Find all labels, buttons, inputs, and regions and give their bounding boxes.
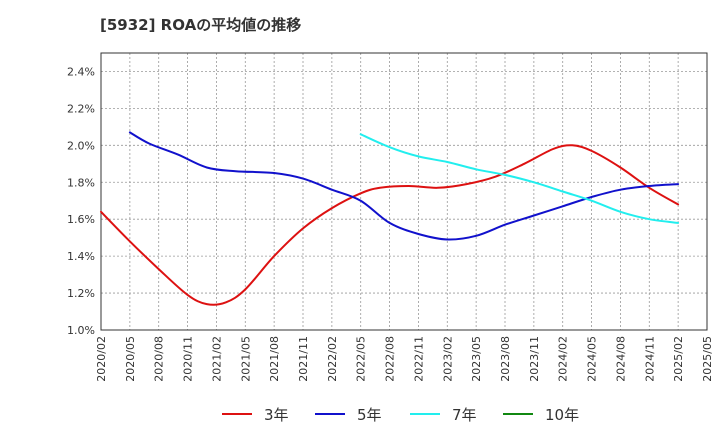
legend-label-1: 5年: [357, 406, 382, 424]
y-tick-label: 2.4%: [67, 65, 95, 78]
x-tick-label: 2024/11: [643, 336, 656, 382]
y-tick-label: 1.2%: [67, 287, 95, 300]
series-line-1: [128, 131, 680, 241]
series-line-0: [100, 144, 680, 306]
x-tick-label: 2020/11: [182, 336, 195, 382]
plot-area-border: [100, 52, 708, 331]
x-tick-label: 2022/02: [326, 336, 339, 382]
legend-label-3: 10年: [545, 406, 579, 424]
legend-label-2: 7年: [452, 406, 477, 424]
x-tick-label: 2020/08: [153, 336, 166, 382]
legend-label-0: 3年: [264, 406, 289, 424]
x-tick-label: 2021/11: [297, 336, 310, 382]
x-tick-label: 2023/08: [499, 336, 512, 382]
x-tick-label: 2023/02: [441, 336, 454, 382]
y-tick-label: 1.8%: [67, 176, 95, 189]
legend: 3年 5年 7年 10年: [222, 406, 579, 424]
y-tick-label: 1.4%: [67, 250, 95, 263]
x-tick-label: 2021/02: [210, 336, 223, 382]
x-tick-label: 2022/11: [412, 336, 425, 382]
series-layer: [100, 131, 680, 306]
x-tick-label: 2020/05: [124, 336, 137, 382]
x-tick-label: 2022/08: [384, 336, 397, 382]
y-tick-label: 2.2%: [67, 102, 95, 115]
x-tick-label: 2023/11: [528, 336, 541, 382]
x-tick-label: 2020/02: [95, 336, 108, 382]
y-tick-label: 2.0%: [67, 139, 95, 152]
x-tick-label: 2023/05: [470, 336, 483, 382]
x-tick-label: 2024/02: [557, 336, 570, 382]
y-axis-ticks: 1.0% 1.2% 1.4% 1.6% 1.8% 2.0% 2.2% 2.4%: [67, 65, 95, 337]
x-tick-label: 2022/05: [355, 336, 368, 382]
x-tick-label: 2024/05: [586, 336, 599, 382]
x-tick-label: 2025/05: [701, 336, 714, 382]
y-tick-label: 1.0%: [67, 324, 95, 337]
chart-title: [5932] ROAの平均値の推移: [100, 16, 302, 34]
x-axis-ticks: 2020/02 2020/05 2020/08 2020/11 2021/02 2021/…: [95, 336, 714, 382]
y-tick-label: 1.6%: [67, 213, 95, 226]
series-line-2: [359, 133, 680, 224]
x-tick-label: 2025/02: [672, 336, 685, 382]
x-tick-label: 2021/05: [239, 336, 252, 382]
x-tick-label: 2024/08: [614, 336, 627, 382]
x-tick-label: 2021/08: [268, 336, 281, 382]
